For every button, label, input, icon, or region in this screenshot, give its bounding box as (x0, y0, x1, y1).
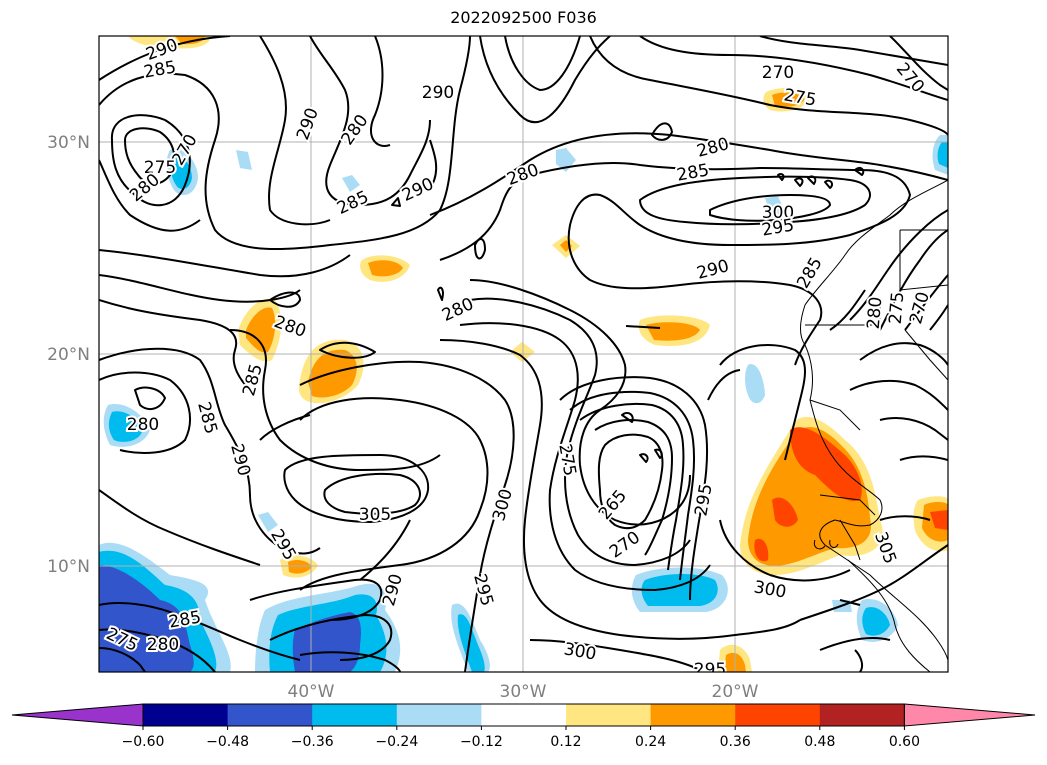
colorbar-segment (819, 704, 905, 726)
contour-label: 295 (694, 660, 726, 680)
contour-label: 300 (762, 203, 794, 223)
lat-label-20n: 20°N (47, 345, 90, 365)
contour-lines (99, 36, 948, 672)
colorbar-tick-label: 0.24 (635, 734, 666, 750)
map-title: 2022092500 F036 (450, 8, 597, 27)
lon-label-30w: 30°W (500, 682, 547, 702)
lat-label-30n: 30°N (47, 133, 90, 153)
colorbar-tick-label: −0.48 (206, 734, 249, 750)
colorbar-segment (735, 704, 821, 726)
contour-label: 275 (886, 291, 909, 325)
lat-label-10n: 10°N (47, 557, 90, 577)
lon-label-20w: 20°W (712, 682, 759, 702)
contour-label: 280 (864, 296, 887, 330)
colorbar-segment (312, 704, 398, 726)
graticule (99, 36, 948, 672)
colorbar-extend-low (11, 703, 144, 727)
contour-label: 270 (762, 63, 794, 83)
contour-label: 275 (144, 158, 176, 178)
colorbar-tick-label: −0.24 (375, 734, 418, 750)
colorbar-extend-high (903, 703, 1036, 727)
colorbar-tick-label: 0.48 (804, 734, 835, 750)
colorbar-segment (143, 704, 229, 726)
colorbar: −0.60 −0.48 −0.36 −0.24 −0.12 0.12 0.24 0.36 0.4… (11, 703, 1036, 750)
lon-label-40w: 40°W (288, 682, 335, 702)
colorbar-segment (227, 704, 313, 726)
colorbar-tick-label: 0.36 (720, 734, 751, 750)
colorbar-tick-label: −0.36 (291, 734, 334, 750)
colorbar-tick-label: 0.60 (889, 734, 920, 750)
colorbar-segment (650, 704, 736, 726)
colorbar-segment (566, 704, 652, 726)
colorbar-segment (481, 704, 567, 726)
contour-label: 305 (359, 505, 391, 525)
coastline (800, 179, 948, 672)
contour-label: 280 (147, 635, 179, 655)
colorbar-segment (396, 704, 482, 726)
contour-label: 290 (422, 83, 454, 103)
contour-label: 280 (127, 415, 159, 435)
colorbar-outline (142, 703, 905, 727)
colorbar-tick-label: 0.12 (550, 734, 581, 750)
colorbar-tick-label: −0.12 (460, 734, 503, 750)
map-frame (98, 35, 949, 673)
colorbar-tick-label: −0.60 (122, 734, 165, 750)
